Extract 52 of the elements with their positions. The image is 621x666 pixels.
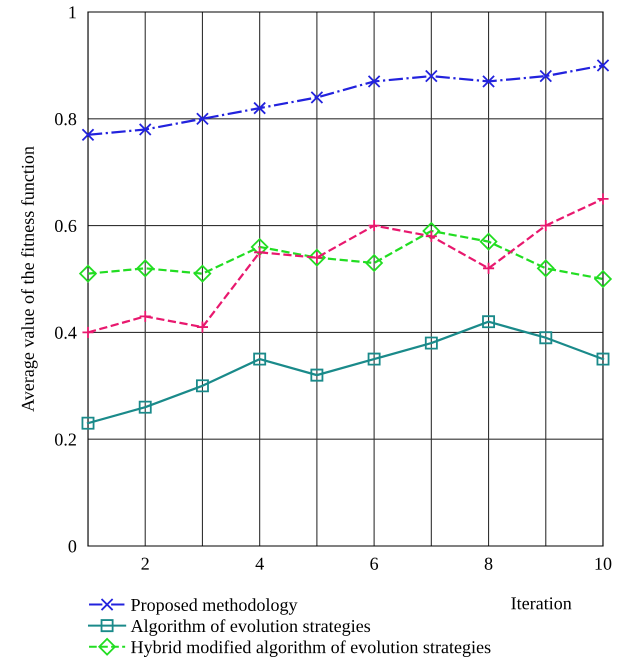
point	[138, 310, 152, 323]
point	[596, 192, 610, 206]
point	[136, 260, 154, 278]
y-tick-label: 0.6	[55, 220, 76, 232]
legend-label: Algorithm of evolution strategies	[130, 619, 370, 636]
y-tick-label: 1	[69, 6, 76, 18]
legend-label: Proposed methodology	[131, 598, 298, 615]
y-axis-title: Average value of the fitness function	[21, 146, 38, 412]
y-tick-label: 0.4	[55, 326, 77, 339]
point	[253, 102, 266, 115]
point	[253, 352, 266, 366]
point	[482, 262, 496, 275]
point	[365, 254, 383, 272]
x-tick-label: 10	[596, 558, 612, 570]
point	[424, 70, 438, 83]
point	[539, 70, 552, 83]
point	[482, 315, 496, 328]
point	[194, 264, 212, 282]
y-tick-label: 0.2	[55, 433, 76, 446]
point	[594, 270, 612, 288]
point	[196, 379, 209, 392]
point	[310, 90, 324, 104]
point	[196, 112, 209, 126]
point	[82, 128, 94, 142]
point	[138, 123, 152, 136]
point	[537, 260, 555, 278]
point	[482, 74, 496, 88]
point	[368, 74, 381, 88]
point	[596, 58, 610, 72]
legend-label: Hybrid modified algorithm of evolution strategies	[131, 640, 490, 657]
point	[250, 238, 268, 256]
y-tick-label: 0.8	[55, 113, 76, 126]
point	[480, 232, 498, 250]
y-tick-label: 0	[68, 540, 76, 552]
point	[596, 352, 610, 366]
point	[310, 368, 324, 382]
point	[138, 400, 152, 414]
x-tick-label: 2	[142, 558, 149, 570]
x-tick-label: 8	[484, 558, 492, 570]
point	[539, 219, 552, 232]
point	[368, 219, 381, 232]
point	[539, 331, 552, 344]
x-tick-label: 6	[370, 558, 378, 570]
point	[82, 416, 94, 430]
point	[424, 336, 438, 350]
point	[196, 320, 209, 334]
x-tick-label: 4	[256, 558, 264, 570]
point	[368, 352, 381, 366]
point	[82, 326, 94, 339]
point	[79, 264, 97, 282]
point	[422, 222, 440, 240]
x-axis-title: Iteration	[511, 597, 572, 610]
